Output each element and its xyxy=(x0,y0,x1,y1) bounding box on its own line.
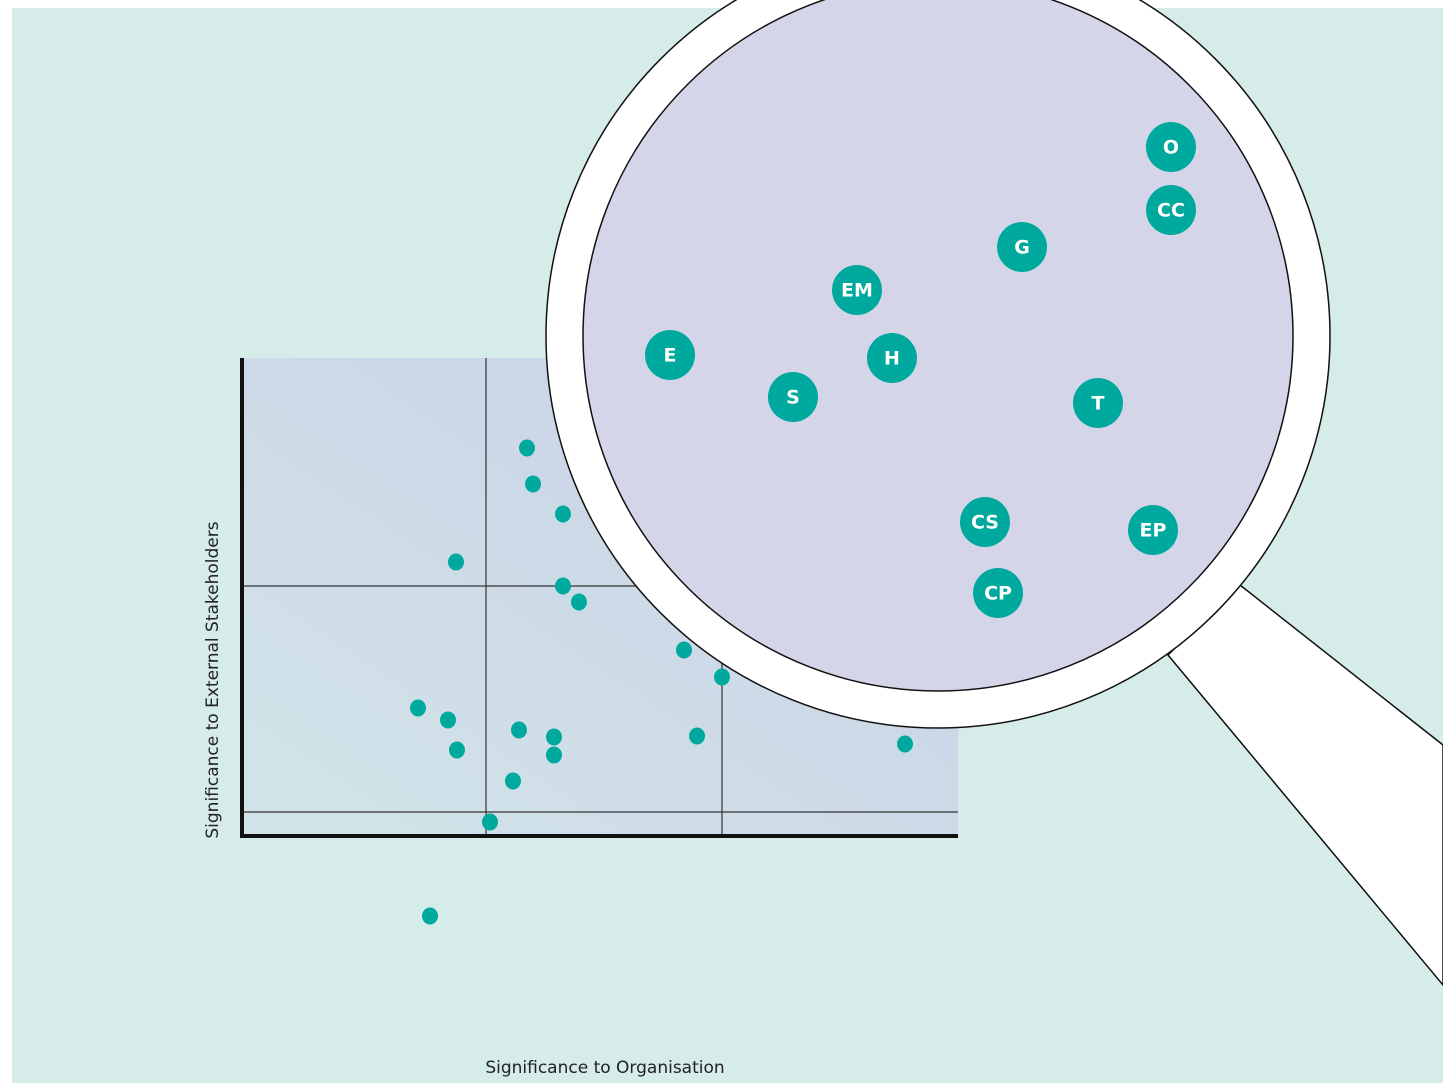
dot xyxy=(676,641,692,659)
label-bubble xyxy=(960,497,1010,547)
dot xyxy=(546,728,562,746)
label-text: H xyxy=(884,348,900,370)
label-text: CC xyxy=(1157,200,1185,222)
label-text: S xyxy=(786,387,800,409)
dot xyxy=(689,727,705,745)
label-text: T xyxy=(1092,393,1105,415)
label-text: G xyxy=(1014,237,1030,259)
label-text: EP xyxy=(1140,520,1167,542)
label-text: CS xyxy=(971,512,999,534)
x-axis-label: Significance to Organisation xyxy=(485,1058,724,1078)
y-axis-label: Significance to External Stakeholders xyxy=(203,521,223,838)
dot xyxy=(546,746,562,764)
label-bubble xyxy=(973,568,1023,618)
label-bubble xyxy=(997,222,1047,272)
label-text: CP xyxy=(984,583,1012,605)
dot xyxy=(555,505,571,523)
dot xyxy=(422,907,438,925)
label-text: E xyxy=(664,345,677,367)
dot xyxy=(555,577,571,595)
dot xyxy=(449,741,465,759)
dot xyxy=(448,553,464,571)
magnifier-lens xyxy=(582,0,1294,692)
dot xyxy=(511,721,527,739)
dot xyxy=(505,772,521,790)
label-bubble xyxy=(1128,505,1178,555)
magnified-labels: O CC G EM E H S T CS EP CP xyxy=(645,122,1196,618)
label-bubble xyxy=(1146,185,1196,235)
dot xyxy=(482,813,498,831)
dot xyxy=(440,711,456,729)
label-bubble xyxy=(832,265,882,315)
dot xyxy=(714,668,730,686)
label-bubble xyxy=(645,330,695,380)
label-text: EM xyxy=(841,280,873,302)
dot xyxy=(519,439,535,457)
dots xyxy=(410,439,913,925)
label-bubble xyxy=(867,333,917,383)
label-text: O xyxy=(1163,137,1179,159)
label-bubble xyxy=(768,372,818,422)
label-bubble xyxy=(1146,122,1196,172)
dot xyxy=(571,593,587,611)
dot xyxy=(897,735,913,753)
dot xyxy=(410,699,426,717)
dot xyxy=(525,475,541,493)
label-bubble xyxy=(1073,378,1123,428)
